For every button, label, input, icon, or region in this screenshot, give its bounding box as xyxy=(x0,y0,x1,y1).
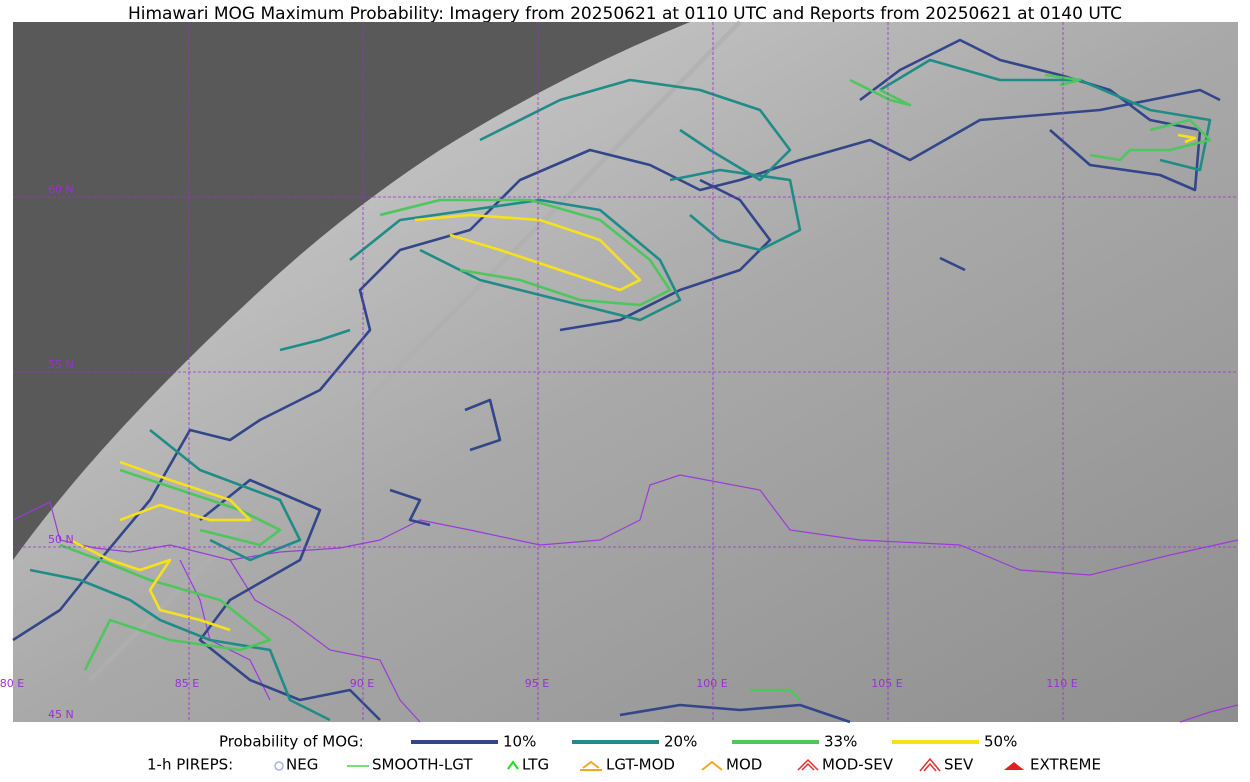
lon-label: 80 E xyxy=(0,677,24,690)
swath-edge xyxy=(88,20,742,682)
legend-label: 10% xyxy=(503,733,536,751)
contour xyxy=(1089,118,1212,162)
pirep-label: MOD xyxy=(726,756,762,774)
contour xyxy=(279,328,351,352)
icon-lgt-mod xyxy=(580,760,602,771)
pirep-label: MOD-SEV xyxy=(822,756,894,774)
lon-label: 105 E xyxy=(871,677,902,690)
icon-mod xyxy=(701,760,723,771)
contour xyxy=(479,78,792,182)
contour xyxy=(119,460,252,522)
lat-label: 55 N xyxy=(48,358,74,371)
space xyxy=(13,22,690,560)
pirep-label: SMOOTH-LGT xyxy=(372,756,473,774)
legend-label: 50% xyxy=(984,733,1017,751)
lat-label: 60 N xyxy=(48,183,74,196)
contour xyxy=(379,198,672,307)
contour xyxy=(29,568,331,722)
lon-label: 100 E xyxy=(696,677,727,690)
pirep-label: SEV xyxy=(944,756,974,774)
contour xyxy=(149,428,302,562)
icon-mod-sev xyxy=(797,758,819,771)
contour xyxy=(879,58,1212,172)
icon-sev xyxy=(919,757,941,772)
contour xyxy=(939,256,966,272)
contour xyxy=(59,543,272,671)
borders xyxy=(12,474,1239,723)
contour xyxy=(69,538,231,632)
contour xyxy=(464,398,502,452)
contour xyxy=(1044,73,1082,87)
lat-label: 45 N xyxy=(48,708,74,721)
legend-label: 20% xyxy=(664,733,697,751)
legend-label: 33% xyxy=(824,733,857,751)
icon-neg xyxy=(274,761,284,771)
pirep-title: 1-h PIREPS: xyxy=(147,756,233,774)
legend-title: Probability of MOG: xyxy=(219,733,364,751)
pirep-label: LGT-MOD xyxy=(606,756,675,774)
icon-extreme xyxy=(1004,762,1024,770)
contour xyxy=(849,78,912,107)
contour xyxy=(414,213,642,292)
contour xyxy=(389,488,431,527)
contour xyxy=(1177,133,1197,144)
contours xyxy=(12,38,1221,724)
lat-label: 50 N xyxy=(48,533,74,546)
contour xyxy=(669,168,802,252)
contour xyxy=(559,178,772,332)
contour xyxy=(859,38,1202,192)
lon-label: 95 E xyxy=(525,677,549,690)
pirep-legend: 1-h PIREPS: NEG SMOOTH-LGT LTG LGT-MOD M… xyxy=(147,756,1101,774)
lon-label: 85 E xyxy=(175,677,199,690)
lon-label: 90 E xyxy=(350,677,374,690)
map: 60 N 55 N 50 N 45 N 80 E 85 E 90 E 95 E … xyxy=(0,20,1239,724)
lon-label: 110 E xyxy=(1046,677,1077,690)
legend: Probability of MOG: 10% 20% 33% 50% xyxy=(219,733,1017,751)
icon-ltg xyxy=(507,760,519,770)
pirep-label: EXTREME xyxy=(1030,756,1101,774)
graticule xyxy=(13,22,1238,722)
pirep-label: NEG xyxy=(286,756,318,774)
contour xyxy=(349,198,682,322)
title: Himawari MOG Maximum Probability: Imager… xyxy=(128,4,1122,24)
contour xyxy=(198,478,381,721)
contour xyxy=(619,703,851,724)
pirep-label: LTG xyxy=(522,756,549,774)
contour xyxy=(12,88,1221,642)
contour xyxy=(750,688,801,701)
contour xyxy=(119,468,282,547)
